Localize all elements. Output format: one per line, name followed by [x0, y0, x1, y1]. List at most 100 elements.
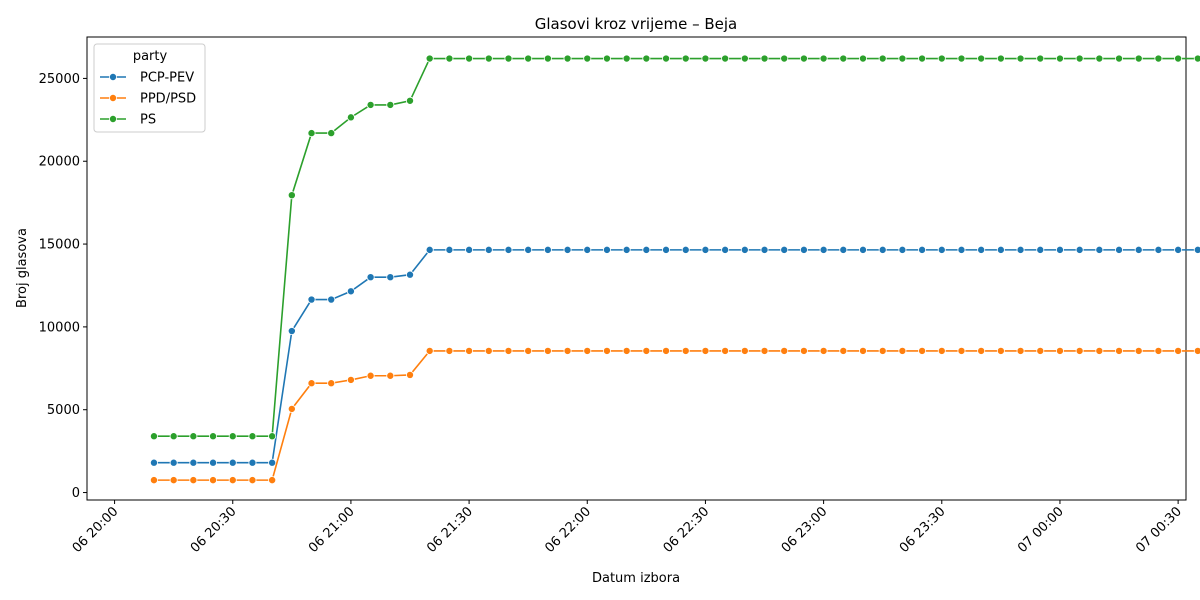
data-point-ppd-psd	[189, 476, 198, 485]
data-point-pcp-pev	[957, 245, 966, 254]
data-point-ppd-psd	[366, 371, 375, 380]
data-point-pcp-pev	[898, 245, 907, 254]
y-axis-label: Broj glasova	[15, 228, 30, 308]
data-point-ps	[445, 54, 454, 63]
data-point-ps	[977, 54, 986, 63]
data-point-pcp-pev	[602, 245, 611, 254]
legend-marker-ppd-psd	[109, 94, 118, 103]
x-tick-label: 06 20:00	[70, 504, 122, 556]
data-point-ps	[1075, 54, 1084, 63]
data-point-ps	[602, 54, 611, 63]
chart-title: Glasovi kroz vrijeme – Beja	[535, 15, 738, 33]
data-point-pcp-pev	[977, 245, 986, 254]
data-point-ps	[346, 113, 355, 122]
data-point-ps	[228, 432, 237, 441]
data-point-ps	[918, 54, 927, 63]
data-point-ps	[406, 96, 415, 105]
data-point-ppd-psd	[425, 346, 434, 355]
legend-title: party	[133, 49, 168, 64]
data-point-pcp-pev	[1134, 245, 1143, 254]
data-point-ps	[248, 432, 257, 441]
data-point-pcp-pev	[268, 458, 277, 467]
data-point-ps	[366, 100, 375, 109]
data-point-ppd-psd	[977, 346, 986, 355]
data-point-ps	[169, 432, 178, 441]
data-point-ps	[642, 54, 651, 63]
data-point-ppd-psd	[721, 346, 730, 355]
data-point-ppd-psd	[1154, 346, 1163, 355]
data-point-pcp-pev	[996, 245, 1005, 254]
data-point-pcp-pev	[366, 273, 375, 282]
data-point-ppd-psd	[740, 346, 749, 355]
data-point-pcp-pev	[1016, 245, 1025, 254]
data-point-pcp-pev	[228, 458, 237, 467]
y-axis: 0 5000 10000 15000 20000 25000	[39, 72, 87, 501]
data-point-pcp-pev	[543, 245, 552, 254]
data-point-ppd-psd	[484, 346, 493, 355]
data-point-ps	[484, 54, 493, 63]
y-tick-label: 10000	[39, 320, 80, 335]
data-point-ppd-psd	[819, 346, 828, 355]
data-point-ppd-psd	[622, 346, 631, 355]
data-point-ppd-psd	[327, 379, 336, 388]
data-point-ppd-psd	[504, 346, 513, 355]
data-point-ppd-psd	[1095, 346, 1104, 355]
data-point-pcp-pev	[1115, 245, 1124, 254]
data-point-pcp-pev	[701, 245, 710, 254]
data-point-ppd-psd	[1036, 346, 1045, 355]
y-tick-label: 15000	[39, 238, 80, 253]
data-point-ps	[524, 54, 533, 63]
data-point-pcp-pev	[307, 295, 316, 304]
y-tick-label: 20000	[39, 155, 80, 170]
data-point-ppd-psd	[209, 476, 218, 485]
data-point-ppd-psd	[839, 346, 848, 355]
data-point-pcp-pev	[524, 245, 533, 254]
data-point-ppd-psd	[996, 346, 1005, 355]
data-point-pcp-pev	[287, 327, 296, 336]
data-point-pcp-pev	[662, 245, 671, 254]
data-point-ps	[268, 432, 277, 441]
data-point-ps	[1095, 54, 1104, 63]
data-point-pcp-pev	[918, 245, 927, 254]
legend-marker-pcp-pev	[109, 73, 118, 82]
data-point-pcp-pev	[622, 245, 631, 254]
data-point-ps	[563, 54, 572, 63]
data-point-ps	[307, 129, 316, 138]
data-point-pcp-pev	[760, 245, 769, 254]
data-point-pcp-pev	[780, 245, 789, 254]
y-tick-label: 25000	[39, 72, 80, 87]
data-point-ps	[1016, 54, 1025, 63]
data-point-ps	[1134, 54, 1143, 63]
data-point-ppd-psd	[346, 375, 355, 384]
x-tick-label: 06 21:30	[424, 504, 476, 556]
data-point-ps	[287, 191, 296, 200]
data-point-ppd-psd	[386, 371, 395, 380]
data-point-ps	[543, 54, 552, 63]
data-point-ps	[839, 54, 848, 63]
data-point-ps	[681, 54, 690, 63]
data-point-ppd-psd	[248, 476, 257, 485]
series-layer	[149, 54, 1200, 485]
y-tick-label: 5000	[47, 403, 80, 418]
data-point-pcp-pev	[1174, 245, 1183, 254]
data-point-pcp-pev	[937, 245, 946, 254]
data-point-pcp-pev	[563, 245, 572, 254]
data-point-ppd-psd	[149, 476, 158, 485]
data-point-pcp-pev	[346, 287, 355, 296]
data-point-ppd-psd	[563, 346, 572, 355]
data-point-ps	[878, 54, 887, 63]
data-point-ps	[1115, 54, 1124, 63]
data-point-ppd-psd	[642, 346, 651, 355]
data-point-ps	[957, 54, 966, 63]
x-tick-label: 06 20:30	[188, 504, 240, 556]
data-point-ps	[898, 54, 907, 63]
data-point-pcp-pev	[484, 245, 493, 254]
data-point-pcp-pev	[740, 245, 749, 254]
data-point-ppd-psd	[1075, 346, 1084, 355]
data-point-pcp-pev	[1036, 245, 1045, 254]
data-point-ppd-psd	[799, 346, 808, 355]
legend-label-ppd-psd: PPD/PSD	[140, 92, 196, 107]
data-point-pcp-pev	[169, 458, 178, 467]
data-point-pcp-pev	[819, 245, 828, 254]
data-point-pcp-pev	[799, 245, 808, 254]
